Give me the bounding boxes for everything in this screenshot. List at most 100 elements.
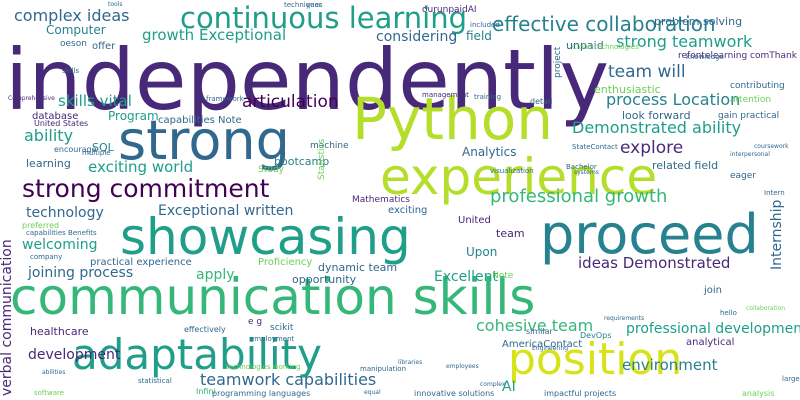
cloud-word: showcasing xyxy=(120,208,411,266)
cloud-word: considering xyxy=(376,29,458,45)
cloud-word: Bachelor xyxy=(566,163,597,171)
cloud-word: Infini xyxy=(196,387,216,396)
cloud-word: team will xyxy=(608,62,686,82)
cloud-word: Program xyxy=(108,109,159,123)
cloud-word: software xyxy=(34,389,65,397)
cloud-word: Proficiency xyxy=(258,257,313,268)
cloud-word: programming languages xyxy=(212,389,311,398)
cloud-word: refontelearning comThank xyxy=(678,51,797,61)
cloud-word: problem solving xyxy=(654,15,743,28)
cloud-word: analysis xyxy=(742,389,775,398)
cloud-word: year xyxy=(306,1,322,9)
cloud-word: visualization xyxy=(490,167,534,175)
cloud-word: ourunpaidAI xyxy=(422,5,477,15)
cloud-word: training xyxy=(474,93,502,101)
cloud-word: e g xyxy=(248,317,263,327)
cloud-word: growth Exceptional xyxy=(142,26,287,44)
cloud-word: apply xyxy=(196,267,235,283)
cloud-word: development xyxy=(28,347,121,363)
cloud-word: Mathematics xyxy=(352,195,410,205)
cloud-word: capabilities Note xyxy=(158,115,242,126)
cloud-word: Analytics xyxy=(462,145,517,159)
cloud-word: enthusiastic xyxy=(594,83,661,96)
cloud-word: multiple xyxy=(82,149,111,157)
cloud-word: exciting xyxy=(388,205,428,216)
cloud-word: field xyxy=(466,29,492,43)
cloud-word: communication skills xyxy=(10,268,536,326)
cloud-word: exciting world xyxy=(88,158,194,176)
cloud-word: techniques xyxy=(284,1,323,9)
cloud-word: scikit xyxy=(270,323,294,333)
cloud-word: collaboration xyxy=(746,305,786,312)
cloud-word: contributing xyxy=(730,81,785,91)
cloud-word: AI xyxy=(502,379,516,395)
cloud-word: innovative solutions xyxy=(414,389,495,398)
cloud-word: position xyxy=(508,334,683,385)
cloud-word: adaptability xyxy=(72,330,322,379)
cloud-word: complex ideas xyxy=(14,6,130,25)
cloud-word: articulation xyxy=(242,92,339,112)
cloud-word: requirements xyxy=(604,315,645,322)
cloud-word: dynamic team xyxy=(318,261,398,274)
cloud-word: preferred xyxy=(22,221,60,230)
cloud-word: look forward xyxy=(622,109,691,122)
cloud-word: DevOps xyxy=(580,331,612,340)
cloud-word: experience xyxy=(380,148,658,206)
cloud-word: oeson xyxy=(60,39,87,49)
cloud-word: proceed xyxy=(540,203,759,266)
cloud-word: project xyxy=(553,46,563,78)
cloud-word: United xyxy=(458,215,491,226)
cloud-word: learning xyxy=(26,157,71,170)
cloud-word: strong teamwork xyxy=(616,32,753,51)
cloud-word: bootcamp xyxy=(274,155,330,168)
cloud-word: employees xyxy=(446,363,479,370)
cloud-word: process Location xyxy=(606,90,741,109)
cloud-word: join xyxy=(704,285,723,296)
cloud-word: manipulation xyxy=(360,365,407,373)
cloud-word: equal xyxy=(364,389,381,396)
cloud-word: Cloud technologies xyxy=(572,43,639,51)
cloud-word: verbal communication xyxy=(0,239,15,396)
cloud-word: offer xyxy=(92,41,116,52)
cloud-word: skills xyxy=(62,67,80,75)
cloud-word: tools xyxy=(108,1,123,8)
cloud-word: large xyxy=(782,375,800,383)
cloud-word: encourage xyxy=(54,145,97,154)
cloud-word: Python xyxy=(352,85,554,153)
cloud-word: SQL xyxy=(92,141,114,154)
cloud-word: StateContact xyxy=(572,143,618,151)
cloud-word: Demonstrated ability xyxy=(572,118,742,137)
cloud-word: management xyxy=(422,91,469,99)
cloud-word: team xyxy=(496,227,525,240)
cloud-word: eager xyxy=(730,171,757,181)
cloud-word: cohesive team xyxy=(476,316,594,335)
cloud-word: Internship xyxy=(769,199,785,270)
cloud-word: professional development xyxy=(626,321,800,337)
cloud-word: healthcare xyxy=(30,325,89,338)
cloud-word: similar xyxy=(526,327,553,336)
cloud-word: included xyxy=(470,21,500,29)
cloud-word: database xyxy=(32,111,79,122)
cloud-word: statistical xyxy=(138,377,172,385)
cloud-word: Statistics xyxy=(317,138,327,180)
cloud-word: company xyxy=(30,253,63,261)
cloud-word: technologies working xyxy=(226,363,301,371)
cloud-word: abilities xyxy=(42,369,66,376)
cloud-word: continuous learning xyxy=(180,1,468,35)
cloud-word: Computer xyxy=(46,23,106,37)
cloud-word: gain practical xyxy=(718,111,780,121)
cloud-word: ideas Demonstrated xyxy=(578,254,731,272)
cloud-word: libraries xyxy=(398,359,423,366)
cloud-word: United States xyxy=(34,119,89,128)
cloud-word: skills vital xyxy=(58,92,132,110)
cloud-word: hello xyxy=(720,309,737,317)
cloud-word: Comprehensive xyxy=(8,95,55,102)
cloud-word: welcoming xyxy=(22,237,98,253)
cloud-word: explore xyxy=(620,138,684,158)
cloud-word: machine xyxy=(310,141,349,151)
cloud-word: Upon xyxy=(466,245,498,259)
cloud-word: Engineering xyxy=(532,345,568,352)
cloud-word: coursework xyxy=(754,143,789,150)
cloud-word: capabilities Benefits xyxy=(26,229,97,237)
cloud-word: AmericaContact xyxy=(502,339,583,350)
